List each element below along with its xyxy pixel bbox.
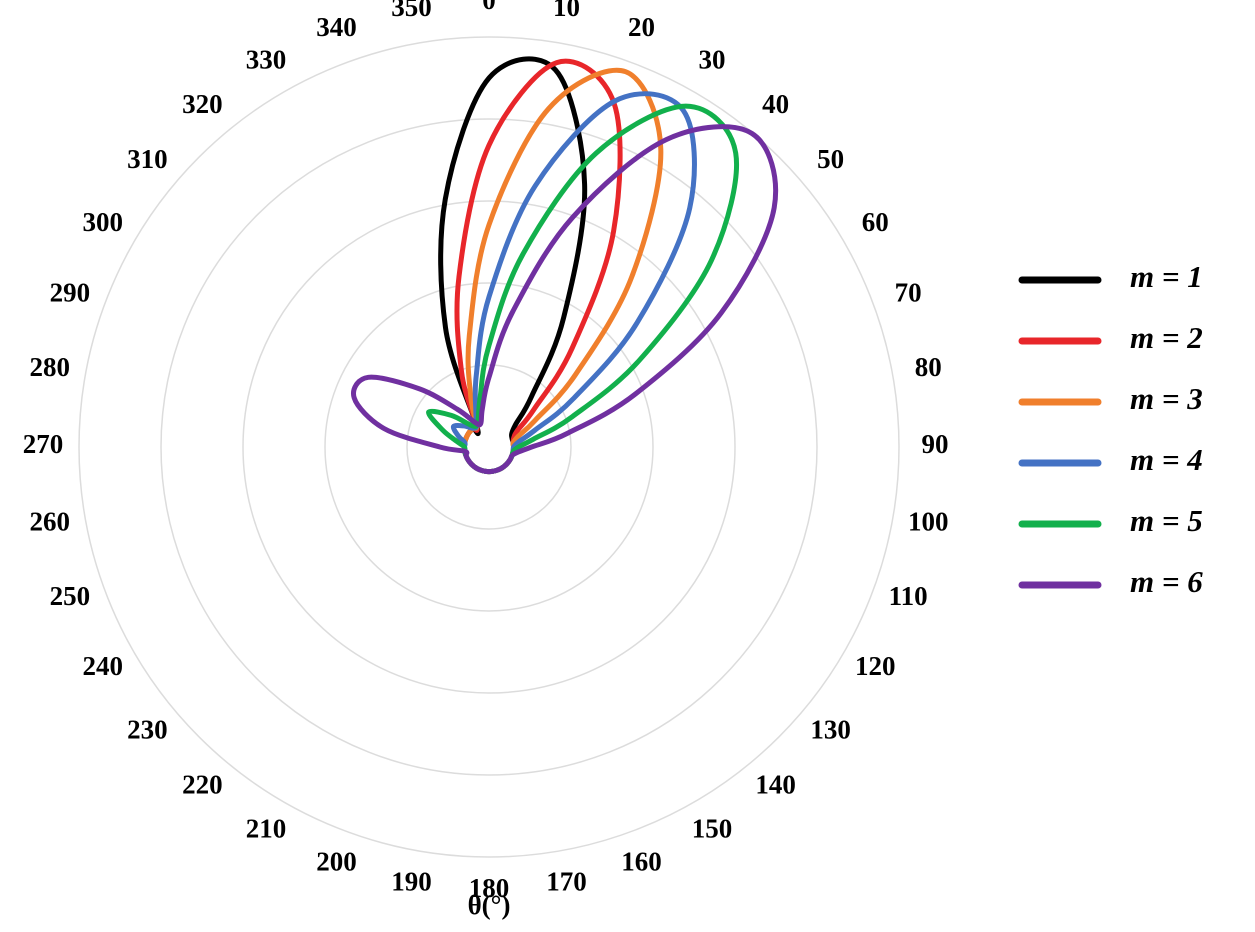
theta-tick-label: 230 <box>127 715 168 745</box>
theta-tick-label: 340 <box>316 12 357 42</box>
theta-tick-label: 100 <box>908 506 949 536</box>
theta-tick-label: 220 <box>182 769 223 799</box>
legend-label: m = 6 <box>1130 564 1203 599</box>
theta-tick-label: 210 <box>246 814 287 844</box>
series-line <box>351 124 779 475</box>
theta-tick-label: 280 <box>30 352 71 382</box>
theta-tick-label: 290 <box>50 277 91 307</box>
theta-tick-label: 110 <box>889 581 928 611</box>
theta-tick-label: 350 <box>391 0 432 22</box>
grid-ring <box>78 36 900 858</box>
legend-label: m = 5 <box>1130 503 1203 538</box>
theta-tick-label: 270 <box>23 429 64 459</box>
legend-label: m = 1 <box>1130 259 1203 294</box>
theta-tick-label: 60 <box>862 207 889 237</box>
theta-tick-label: 80 <box>915 352 942 382</box>
theta-tick-label: 320 <box>182 89 223 119</box>
theta-tick-label: 160 <box>621 846 662 876</box>
theta-tick-label: 310 <box>127 144 168 174</box>
theta-tick-label: 140 <box>755 769 796 799</box>
theta-tick-label: 130 <box>810 715 851 745</box>
theta-tick-label: 70 <box>895 277 922 307</box>
grid-ring <box>406 364 572 530</box>
theta-tick-label: 200 <box>316 846 357 876</box>
theta-tick-label: 300 <box>83 207 124 237</box>
theta-tick-label: 10 <box>553 0 580 22</box>
theta-tick-label: 150 <box>692 814 733 844</box>
axis-label: θ(°) <box>468 890 511 920</box>
theta-tick-label: 120 <box>855 651 896 681</box>
theta-tick-label: 180 <box>469 873 510 903</box>
legend-label: m = 3 <box>1130 381 1203 416</box>
theta-tick-label: 170 <box>546 866 587 896</box>
theta-tick-label: 20 <box>628 12 655 42</box>
legend-label: m = 4 <box>1130 442 1203 477</box>
theta-tick-label: 40 <box>762 89 789 119</box>
theta-tick-label: 330 <box>246 45 287 75</box>
theta-tick-label: 90 <box>922 429 949 459</box>
theta-tick-label: 30 <box>699 45 726 75</box>
legend-label: m = 2 <box>1130 320 1203 355</box>
theta-tick-label: 250 <box>50 581 91 611</box>
grid-ring <box>242 200 736 694</box>
theta-tick-label: 260 <box>30 506 71 536</box>
theta-tick-label: 50 <box>817 144 844 174</box>
grid-ring <box>324 282 654 612</box>
theta-tick-label: 240 <box>83 651 124 681</box>
theta-tick-label: 0 <box>482 0 496 15</box>
theta-tick-label: 190 <box>391 866 432 896</box>
grid-ring <box>160 118 818 776</box>
